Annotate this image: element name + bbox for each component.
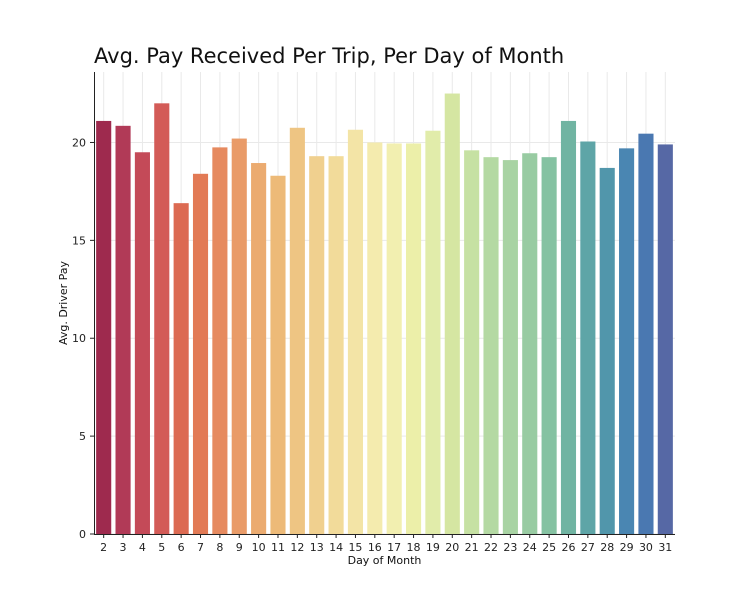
bar — [599, 167, 615, 535]
y-tick-label: 5 — [79, 430, 86, 443]
bar — [231, 138, 247, 534]
bar — [328, 156, 344, 534]
bar — [406, 143, 422, 534]
x-tick-label: 11 — [271, 541, 285, 554]
x-tick-label: 25 — [542, 541, 556, 554]
y-axis-label: Avg. Driver Pay — [57, 260, 70, 345]
x-tick-label: 17 — [387, 541, 401, 554]
bar — [522, 153, 538, 535]
bar — [483, 157, 499, 534]
x-tick-label: 26 — [561, 541, 575, 554]
bar — [638, 133, 654, 535]
x-tick-label: 23 — [503, 541, 517, 554]
bar — [309, 156, 325, 534]
x-tick-label: 19 — [426, 541, 440, 554]
bar — [96, 120, 112, 534]
x-tick-label: 10 — [252, 541, 266, 554]
x-tick-label: 12 — [290, 541, 304, 554]
x-tick-label: 24 — [523, 541, 537, 554]
x-tick-label: 27 — [581, 541, 595, 554]
bar — [560, 120, 577, 534]
bar — [444, 93, 460, 534]
bar — [270, 175, 286, 534]
x-tick-label: 7 — [197, 541, 204, 554]
bars-group — [96, 93, 673, 535]
bar — [173, 203, 189, 534]
x-tick-label: 30 — [639, 541, 653, 554]
x-tick-label: 18 — [407, 541, 421, 554]
bar — [619, 148, 635, 534]
bar — [425, 130, 441, 535]
x-tick-label: 8 — [216, 541, 223, 554]
x-tick-label: 9 — [236, 541, 243, 554]
x-axis-label: Day of Month — [348, 554, 422, 567]
x-ticks-group: 2 3 4 5 6 7 8 9 10 11 12 13 14 15 16 17 18 19 20 21 22 23 24 25… — [100, 534, 672, 554]
chart-title: Avg. Pay Received Per Trip, Per Day of M… — [94, 44, 565, 68]
x-tick-label: 2 — [100, 541, 107, 554]
x-tick-label: 21 — [465, 541, 479, 554]
x-tick-label: 20 — [445, 541, 459, 554]
x-tick-label: 6 — [178, 541, 185, 554]
bar — [289, 127, 305, 534]
x-tick-label: 14 — [329, 541, 343, 554]
bar — [192, 173, 209, 535]
y-tick-label: 10 — [72, 332, 86, 345]
x-tick-label: 3 — [120, 541, 127, 554]
x-tick-label: 22 — [484, 541, 498, 554]
axes-group — [94, 72, 675, 535]
y-ticks-group: 0 5 10 15 20 — [72, 136, 94, 541]
bar — [347, 129, 364, 534]
bar — [115, 125, 131, 534]
bar — [212, 147, 228, 534]
x-tick-label: 29 — [620, 541, 634, 554]
x-tick-label: 13 — [310, 541, 324, 554]
bar — [580, 141, 596, 534]
x-tick-label: 31 — [658, 541, 672, 554]
bar — [134, 152, 150, 534]
x-tick-label: 4 — [139, 541, 146, 554]
y-tick-label: 15 — [72, 234, 86, 247]
bar — [251, 163, 267, 534]
x-tick-label: 28 — [600, 541, 614, 554]
bar — [386, 143, 402, 534]
bar — [154, 103, 170, 534]
bar — [367, 142, 383, 534]
x-tick-label: 15 — [348, 541, 362, 554]
x-tick-label: 16 — [368, 541, 382, 554]
bar — [502, 160, 518, 534]
x-tick-label: 5 — [158, 541, 165, 554]
y-tick-label: 0 — [79, 528, 86, 541]
y-tick-label: 20 — [72, 136, 86, 149]
bar — [464, 150, 480, 534]
bar — [657, 144, 673, 534]
bar — [541, 157, 557, 534]
